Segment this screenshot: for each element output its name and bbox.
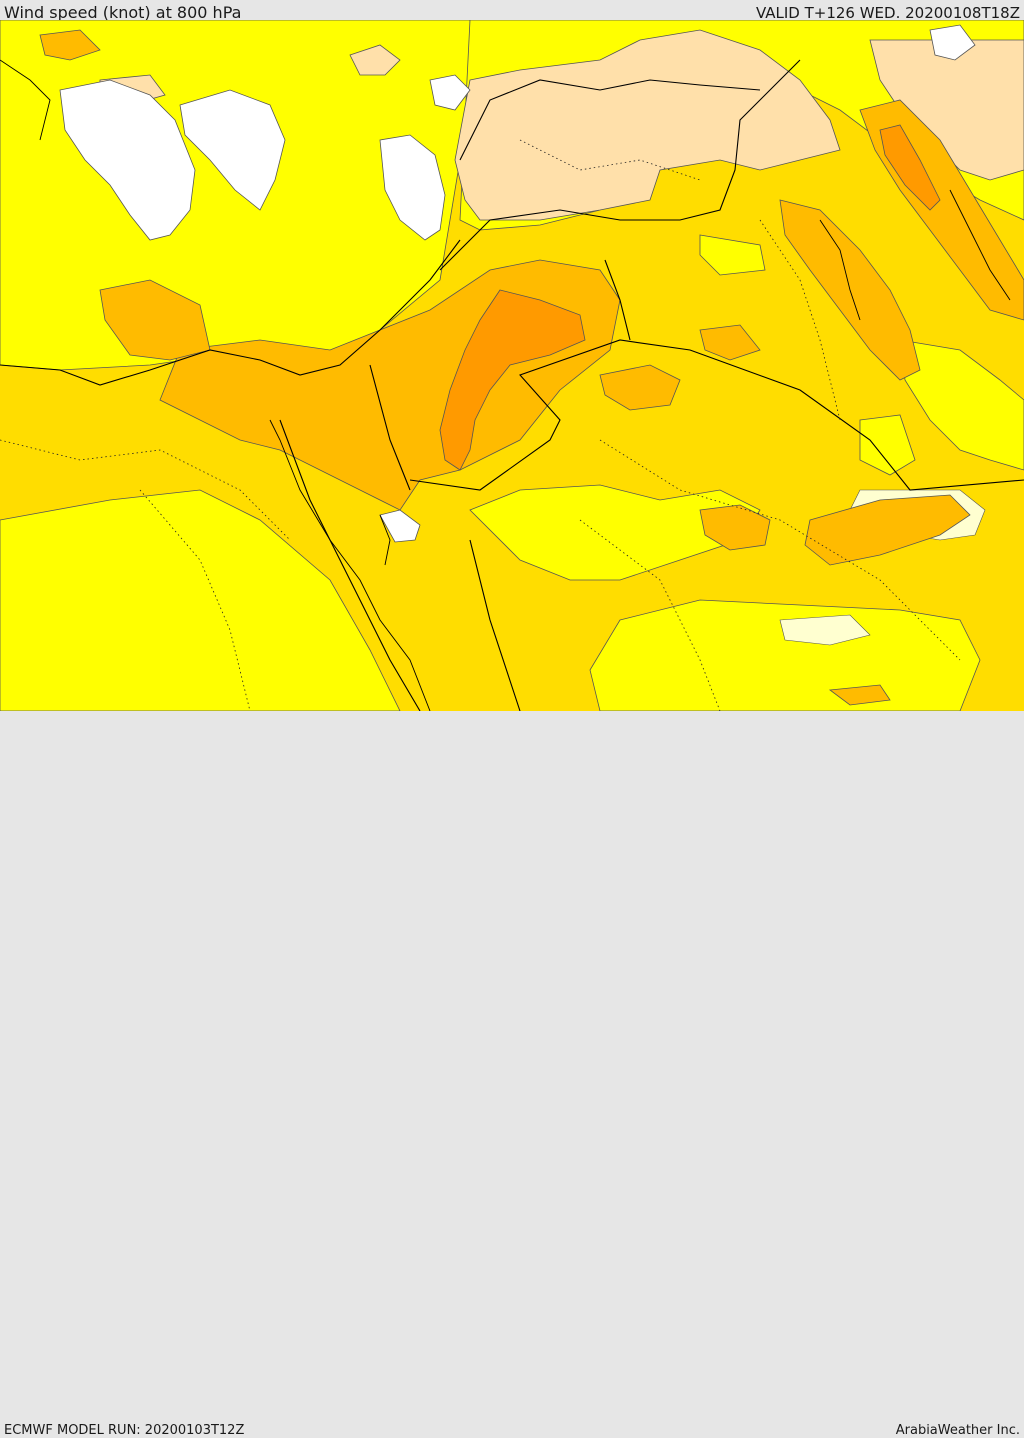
- coastlines: [0, 59, 1011, 711]
- title-bar: Wind speed (knot) at 800 hPa VALID T+126…: [0, 0, 1024, 22]
- valid-time: VALID T+126 WED. 20200108T18Z: [755, 4, 1020, 22]
- wind-speed-map: [0, 20, 1024, 711]
- contours-peach: [99, 29, 1024, 221]
- model-run: ECMWF MODEL RUN: 20200103T12Z: [4, 1423, 245, 1438]
- contours-calm: [59, 24, 976, 543]
- province-borders: [0, 139, 961, 711]
- country-borders: [0, 59, 1024, 711]
- footer-bar: ECMWF MODEL RUN: 20200103T12Z ArabiaWeat…: [0, 711, 1024, 1438]
- map-title: Wind speed (knot) at 800 hPa: [4, 3, 242, 22]
- contours-orange: [439, 124, 941, 471]
- credit: ArabiaWeather Inc.: [895, 1423, 1020, 1438]
